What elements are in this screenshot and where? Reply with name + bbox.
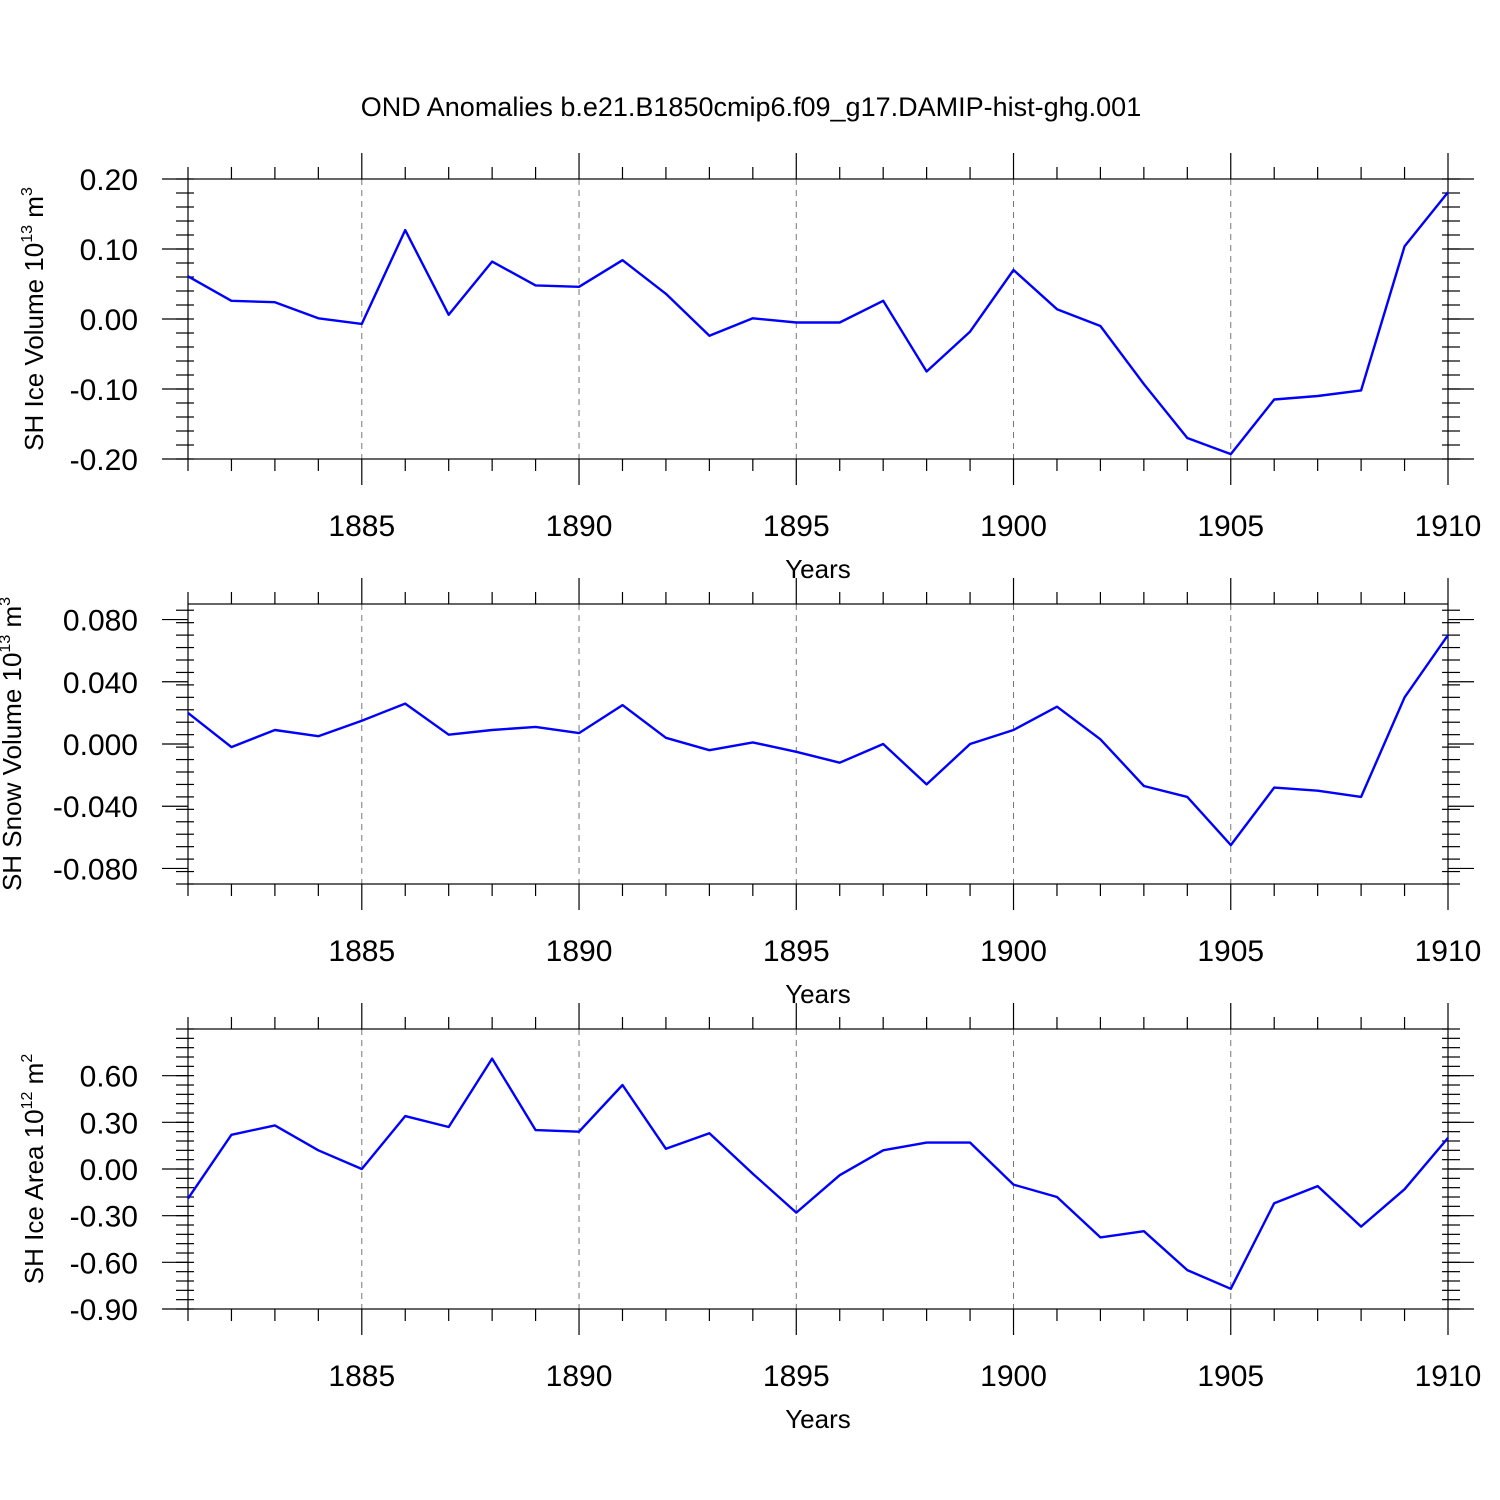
x-tick-label: 1890	[546, 935, 613, 968]
y-tick-label: 0.040	[63, 667, 138, 700]
x-tick-label: 1910	[1415, 935, 1482, 968]
panel-snow-volume: Years SH Snow Volume 1013 m3 0.080 0.040 0…	[0, 578, 1481, 1009]
x-tick-label: 1890	[546, 510, 613, 543]
x-tick-label: 1895	[763, 1360, 830, 1393]
y-tick-label: -0.040	[53, 791, 138, 824]
plot-frame	[187, 1028, 1449, 1310]
y-tick-label: 0.080	[63, 605, 138, 638]
chart-title: OND Anomalies b.e21.B1850cmip6.f09_g17.D…	[361, 92, 1141, 122]
x-tick-label: 1910	[1415, 510, 1482, 543]
y-tick-label: 0.00	[80, 1154, 138, 1187]
y-axis-label: SH Snow Volume 1013 m3	[0, 597, 27, 891]
y-axis-label: SH Ice Area 1012 m2	[19, 1054, 49, 1285]
y-tick-label: -0.080	[53, 853, 138, 886]
y-tick-label: -0.10	[70, 374, 138, 407]
x-tick-label: 1900	[980, 510, 1047, 543]
x-tick-label: 1895	[763, 935, 830, 968]
x-tick-label: 1885	[328, 510, 395, 543]
y-tick-label: 0.60	[80, 1061, 138, 1094]
series-line	[187, 1057, 1449, 1291]
x-axis-label: Years	[785, 1404, 851, 1434]
x-tick-label: 1910	[1415, 1360, 1482, 1393]
y-tick-label: 0.30	[80, 1107, 138, 1140]
x-tick-label: 1895	[763, 510, 830, 543]
x-tick-label: 1905	[1197, 935, 1264, 968]
x-tick-label: 1900	[980, 1360, 1047, 1393]
x-tick-label: 1890	[546, 1360, 613, 1393]
y-axis-label: SH Ice Volume 1013 m3	[19, 187, 49, 451]
y-tick-label: -0.20	[70, 444, 138, 477]
plot-frame	[187, 603, 1449, 885]
y-tick-label: -0.90	[70, 1294, 138, 1327]
x-axis-label: Years	[785, 554, 851, 584]
series-line	[187, 191, 1449, 456]
x-tick-label: 1905	[1197, 1360, 1264, 1393]
y-tick-label: 0.20	[80, 164, 138, 197]
y-tick-label: 0.00	[80, 304, 138, 337]
y-tick-label: -0.30	[70, 1201, 138, 1234]
y-tick-label: 0.10	[80, 234, 138, 267]
panel-ice-volume: Years SH Ice Volume 1013 m3 0.20 0.10 0.00…	[19, 153, 1481, 584]
panel-ice-area: Years SH Ice Area 1012 m2 0.60 0.30 0.00 -0…	[19, 1003, 1481, 1434]
x-tick-label: 1885	[328, 1360, 395, 1393]
x-tick-label: 1885	[328, 935, 395, 968]
x-tick-label: 1905	[1197, 510, 1264, 543]
x-tick-label: 1900	[980, 935, 1047, 968]
series-line	[187, 634, 1449, 847]
y-tick-label: -0.60	[70, 1247, 138, 1280]
plot-frame	[187, 178, 1449, 460]
x-axis-label: Years	[785, 979, 851, 1009]
y-tick-label: 0.000	[63, 729, 138, 762]
